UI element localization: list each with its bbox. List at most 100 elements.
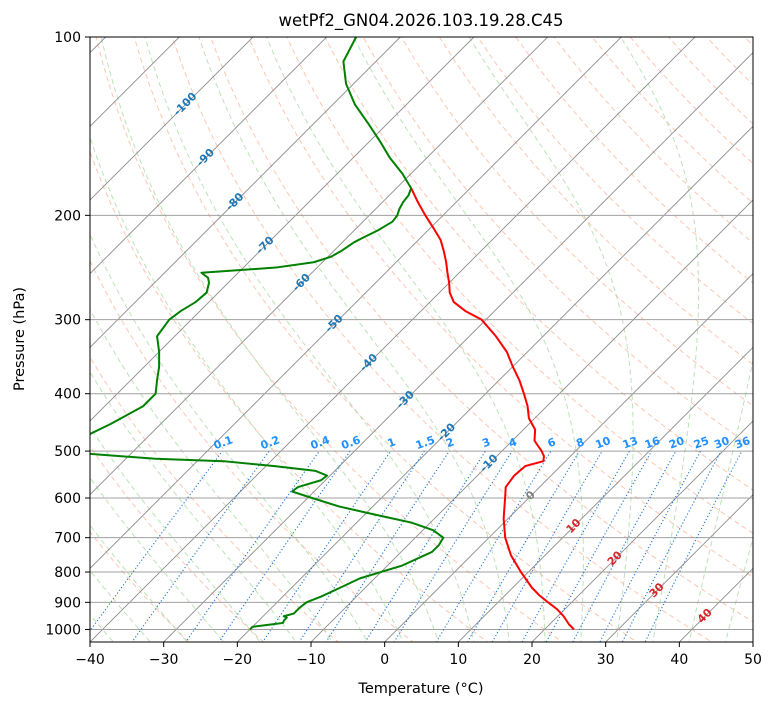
x-tick-label: −20 <box>223 652 253 668</box>
moist-adiabat-line <box>725 536 753 642</box>
isotherm-line <box>90 37 254 201</box>
isotherm-line <box>457 346 753 642</box>
dry-adiabat-line <box>90 531 190 642</box>
dry-adiabat-line <box>90 259 414 642</box>
dry-adiabat-line <box>95 37 564 642</box>
mixing-ratio-lines <box>90 450 743 642</box>
mixing-ratio-label: 0.1 <box>212 433 235 452</box>
y-tick-label: 400 <box>54 387 81 403</box>
y-axis-ticks: 100 200 300 400 500 600 700 800 900 1000 <box>45 30 90 638</box>
plot-area: -100-90-80-70-60-50-40-30-20-10010203040… <box>90 37 753 642</box>
mixing-ratio-label: 16 <box>643 434 662 452</box>
mixing-ratio-line <box>185 450 320 642</box>
x-tick-label: 40 <box>670 652 688 668</box>
mixing-ratio-label: 0.4 <box>309 433 332 452</box>
mixing-ratio-line <box>644 450 743 642</box>
dry-adiabats <box>90 37 753 642</box>
x-tick-label: −10 <box>296 652 326 668</box>
x-tick-label: 0 <box>380 652 389 668</box>
mixing-ratio-line <box>435 450 552 642</box>
mixing-ratio-label: 13 <box>621 434 640 451</box>
moist-adiabat-line <box>620 37 700 642</box>
mixing-ratio-label: 2 <box>444 435 456 450</box>
isotherm-line <box>90 37 622 569</box>
mixing-ratio-label: 36 <box>733 434 752 452</box>
dewpoint-profile-line <box>90 37 445 631</box>
moist-adiabat-line <box>688 358 753 642</box>
dry-adiabat-line <box>476 37 753 325</box>
dry-adiabat-line <box>362 37 753 449</box>
isotherm-line <box>90 37 549 496</box>
isotherms <box>90 37 753 642</box>
isotherm-line <box>163 52 753 642</box>
moist-adiabat-line <box>90 135 404 642</box>
isotherm-line <box>90 37 328 275</box>
mixing-ratio-label: 1 <box>386 435 398 450</box>
dry-adiabat-line <box>248 37 753 578</box>
x-tick-label: 50 <box>744 652 762 668</box>
y-tick-label: 1000 <box>45 622 81 638</box>
y-tick-label: 900 <box>54 595 81 611</box>
isotherm-line <box>90 37 696 642</box>
y-tick-label: 700 <box>54 531 81 547</box>
x-axis-ticks: −40 −30 −20 −10 0 10 20 30 40 50 <box>75 642 762 668</box>
moist-adiabat-line <box>198 37 510 642</box>
mixing-ratio-line <box>218 450 351 642</box>
mixing-ratio-line <box>466 450 580 642</box>
dry-adiabat-line <box>90 150 489 642</box>
mixing-ratio-label: 3 <box>480 435 492 450</box>
mixing-ratio-label: 25 <box>692 434 711 451</box>
isotherm-line <box>384 273 753 642</box>
x-tick-label: 30 <box>597 652 615 668</box>
moist-adiabat-line <box>90 426 261 642</box>
y-tick-label: 100 <box>54 30 81 46</box>
y-axis-title: Pressure (hPa) <box>12 287 28 391</box>
temperature-profile-line <box>410 187 575 631</box>
moist-adiabat-line <box>90 476 225 642</box>
isotherm-line <box>236 125 753 642</box>
mixing-ratio-line <box>545 450 653 642</box>
isotherm-line <box>605 494 753 642</box>
plot-frame <box>89 36 754 643</box>
mixing-ratio-line <box>621 450 722 642</box>
mixing-ratio-line <box>599 450 702 642</box>
mixing-ratio-label: 20 <box>667 434 686 452</box>
x-axis-title: Temperature (°C) <box>357 681 483 697</box>
x-tick-label: 10 <box>449 652 467 668</box>
mixing-ratio-line <box>572 450 677 642</box>
mixing-ratio-label: 10 <box>594 434 613 452</box>
dry-adiabat-line <box>133 37 638 642</box>
moist-adiabat-line <box>144 37 475 642</box>
y-tick-label: 800 <box>54 565 81 581</box>
dry-adiabat-line <box>438 37 753 366</box>
mixing-ratio-line <box>491 450 603 642</box>
moist-adiabat-line <box>90 370 297 642</box>
isotherm-line <box>90 37 401 348</box>
mixing-ratio-line <box>521 450 630 642</box>
y-tick-label: 500 <box>54 444 81 460</box>
chart-title: wetPf2_GN04.2026.103.19.28.C45 <box>279 11 564 31</box>
mixing-ratio-label: 0.2 <box>259 433 282 452</box>
y-tick-label: 300 <box>54 313 81 329</box>
isobars <box>90 37 753 630</box>
mixing-ratio-label: 4 <box>507 435 519 450</box>
mixing-ratio-label: 6 <box>546 435 558 450</box>
x-tick-label: 20 <box>523 652 541 668</box>
mixing-ratio-line <box>364 450 486 642</box>
mixing-ratio-label: 0.6 <box>340 433 363 452</box>
isotherm-line <box>531 420 753 642</box>
x-tick-label: −40 <box>75 652 105 668</box>
sounding-profiles <box>90 37 575 631</box>
isotherm-line <box>90 37 475 422</box>
mixing-ratio-line <box>393 450 513 642</box>
mixing-ratio-label: 1.5 <box>414 433 437 452</box>
mixing-ratio-labels: 0.1 0.2 0.4 0.6 1 1.5 2 3 4 6 8 10 13 16 20 25 30 36 <box>212 433 752 452</box>
mixing-ratio-line <box>262 450 392 642</box>
mixing-ratio-label: 30 <box>712 434 731 452</box>
x-tick-label: −30 <box>149 652 179 668</box>
mixing-ratio-label: 8 <box>574 435 586 450</box>
dry-adiabat-line <box>209 37 753 623</box>
y-tick-label: 200 <box>54 208 81 224</box>
isotherm-line <box>310 199 753 642</box>
